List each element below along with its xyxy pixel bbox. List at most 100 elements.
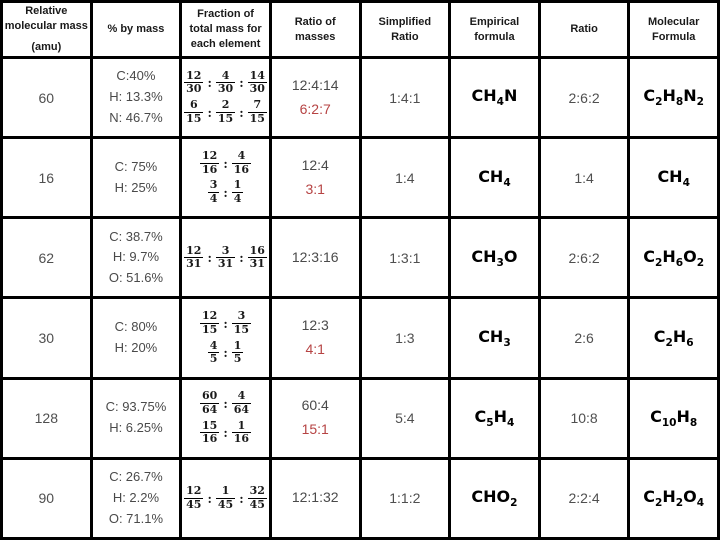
fraction-numerator: 12 <box>184 484 204 499</box>
fraction: 12 30 <box>184 69 204 96</box>
ratio-colon: : <box>223 346 228 361</box>
header-by-mass: % by mass <box>89 0 183 59</box>
fraction-line: 12 15:3 15 <box>184 310 268 336</box>
fraction-numerator: 4 <box>231 390 252 405</box>
percent-line: C: 93.75% <box>105 399 167 415</box>
fraction: 4 16 <box>231 149 252 176</box>
header-ratio: Ratio <box>537 0 631 59</box>
fraction-numerator: 16 <box>247 243 267 259</box>
cell-relative-molecular-mass: 90 <box>0 456 93 540</box>
fraction-denominator: 15 <box>217 111 234 125</box>
fraction: 32 45 <box>247 484 267 511</box>
fraction-line: 60 64:4 64 <box>184 389 268 417</box>
cell-percent-by-mass: C: 38.7% H: 9.7% O: 51.6% <box>89 216 183 300</box>
fraction-numerator: 12 <box>184 243 204 259</box>
fraction: 3 31 <box>215 244 236 271</box>
percent-line: H: 20% <box>114 340 158 356</box>
cell-empirical-formula: CH3 <box>448 296 541 380</box>
fraction-denominator: 15 <box>249 111 265 125</box>
fraction-denominator: 31 <box>217 257 234 271</box>
ratio-colon: : <box>239 105 244 120</box>
cell-empirical-formula: CH4 <box>448 136 541 220</box>
cell-ratio: 2:6:2 <box>537 55 631 140</box>
fraction: 12 15 <box>200 310 220 336</box>
cell-ratio: 2:6:2 <box>537 216 631 300</box>
fraction-denominator: 64 <box>233 403 250 417</box>
cell-fraction-of-total-mass: 60 64:4 64 15 16:1 16 <box>179 376 272 460</box>
cell-ratio-of-masses: 12:3 4:1 <box>268 296 362 380</box>
fraction-denominator: 15 <box>233 322 250 336</box>
fraction: 1 45 <box>215 485 236 511</box>
cell-molecular-formula: C2H2O4 <box>627 456 720 540</box>
mass-ratio: 12:4 <box>301 156 329 173</box>
fraction-denominator: 31 <box>249 257 265 271</box>
fraction-numerator: 3 <box>207 178 220 193</box>
header-fraction-of-total-mass-for-each-element: Fraction of total mass for each element <box>179 0 272 59</box>
header-simplified-ratio: Simplified Ratio <box>358 0 452 59</box>
fraction-numerator: 14 <box>247 68 267 84</box>
cell-percent-by-mass: C: 80% H: 20% <box>89 296 183 380</box>
cell-ratio-of-masses: 12:4:14 6:2:7 <box>268 55 362 140</box>
fraction-denominator: 30 <box>217 82 234 96</box>
percent-line: H: 6.25% <box>109 420 163 436</box>
fraction-numerator: 2 <box>215 98 236 113</box>
table-row: 128 C: 93.75% H: 6.25% 60 64:4 64 15 16:1 16 60:4… <box>0 376 720 460</box>
fraction: 2 15 <box>215 98 236 125</box>
fraction: 14 30 <box>247 68 267 96</box>
cell-simplified-ratio: 1:1:2 <box>358 456 452 540</box>
mass-ratio: 12:4:14 <box>291 76 339 93</box>
table-row: 90 C: 26.7% H: 2.2% O: 71.1% 12 45:1 45:32 45 12… <box>0 456 720 540</box>
ratio-colon: : <box>239 251 244 266</box>
fraction-denominator: 4 <box>209 191 218 205</box>
fraction-denominator: 15 <box>186 111 202 125</box>
cell-fraction-of-total-mass: 12 31:3 31:16 31 <box>179 216 272 300</box>
fraction: 12 16 <box>200 149 220 176</box>
fraction: 60 64 <box>200 389 220 416</box>
fraction: 1 16 <box>231 419 252 446</box>
fraction-denominator: 5 <box>209 352 218 366</box>
fraction-line: 12 45:1 45:32 45 <box>184 484 268 511</box>
fraction-numerator: 1 <box>231 338 244 354</box>
fraction-numerator: 60 <box>200 389 220 405</box>
ratio-colon: : <box>207 76 212 91</box>
cell-fraction-of-total-mass: 12 15:3 15 4 5:1 5 <box>179 296 272 380</box>
cell-fraction-of-total-mass: 12 16:4 16 3 4:1 4 <box>179 136 272 220</box>
cell-fraction-of-total-mass: 12 30:4 30:14 30 6 15:2 15:7 15 <box>179 55 272 140</box>
percent-line: C:40% <box>116 68 156 84</box>
fraction-numerator: 4 <box>231 149 252 164</box>
fraction-numerator: 1 <box>231 419 252 434</box>
table-row: 30 C: 80% H: 20% 12 15:3 15 4 5:1 5 12:3 4:1 1:3 CH3… <box>0 296 720 380</box>
cell-ratio: 2:2:4 <box>537 456 631 540</box>
cell-relative-molecular-mass: 128 <box>0 376 93 460</box>
table-row: 60 C:40% H: 13.3% N: 46.7% 12 30:4 30:14 30 6 15:… <box>0 55 720 140</box>
cell-molecular-formula: CH4 <box>627 136 720 220</box>
cell-molecular-formula: C2H8N2 <box>627 55 720 140</box>
fraction-numerator: 6 <box>184 98 204 113</box>
mass-ratio-reduced: 4:1 <box>305 341 325 358</box>
ratio-colon: : <box>223 156 228 171</box>
header-relative-molecular-mass-amu: Relative molecular mass (amu) <box>0 0 93 59</box>
fraction-numerator: 1 <box>215 485 236 499</box>
fraction: 4 30 <box>215 69 236 96</box>
cell-fraction-of-total-mass: 12 45:1 45:32 45 <box>179 456 272 540</box>
fraction: 7 15 <box>247 98 267 125</box>
fraction-numerator: 32 <box>247 484 267 499</box>
fraction-denominator: 16 <box>202 162 218 176</box>
cell-ratio-of-masses: 12:3:16 <box>268 216 362 300</box>
cell-ratio: 1:4 <box>537 136 631 220</box>
mass-ratio-reduced: 15:1 <box>301 421 329 438</box>
cell-ratio-of-masses: 12:1:32 <box>268 456 362 540</box>
cell-empirical-formula: CH3O <box>448 216 541 300</box>
header-empirical-formula: Empirical formula <box>448 0 541 59</box>
cell-simplified-ratio: 1:4:1 <box>358 55 452 140</box>
cell-molecular-formula: C2H6 <box>627 296 720 380</box>
fraction-denominator: 45 <box>249 497 265 511</box>
fraction-denominator: 5 <box>233 352 242 366</box>
cell-simplified-ratio: 1:3 <box>358 296 452 380</box>
fraction: 16 31 <box>247 243 267 271</box>
fraction-denominator: 45 <box>186 497 202 511</box>
percent-line: H: 13.3% <box>109 89 163 105</box>
fraction-line: 6 15:2 15:7 15 <box>184 98 268 125</box>
